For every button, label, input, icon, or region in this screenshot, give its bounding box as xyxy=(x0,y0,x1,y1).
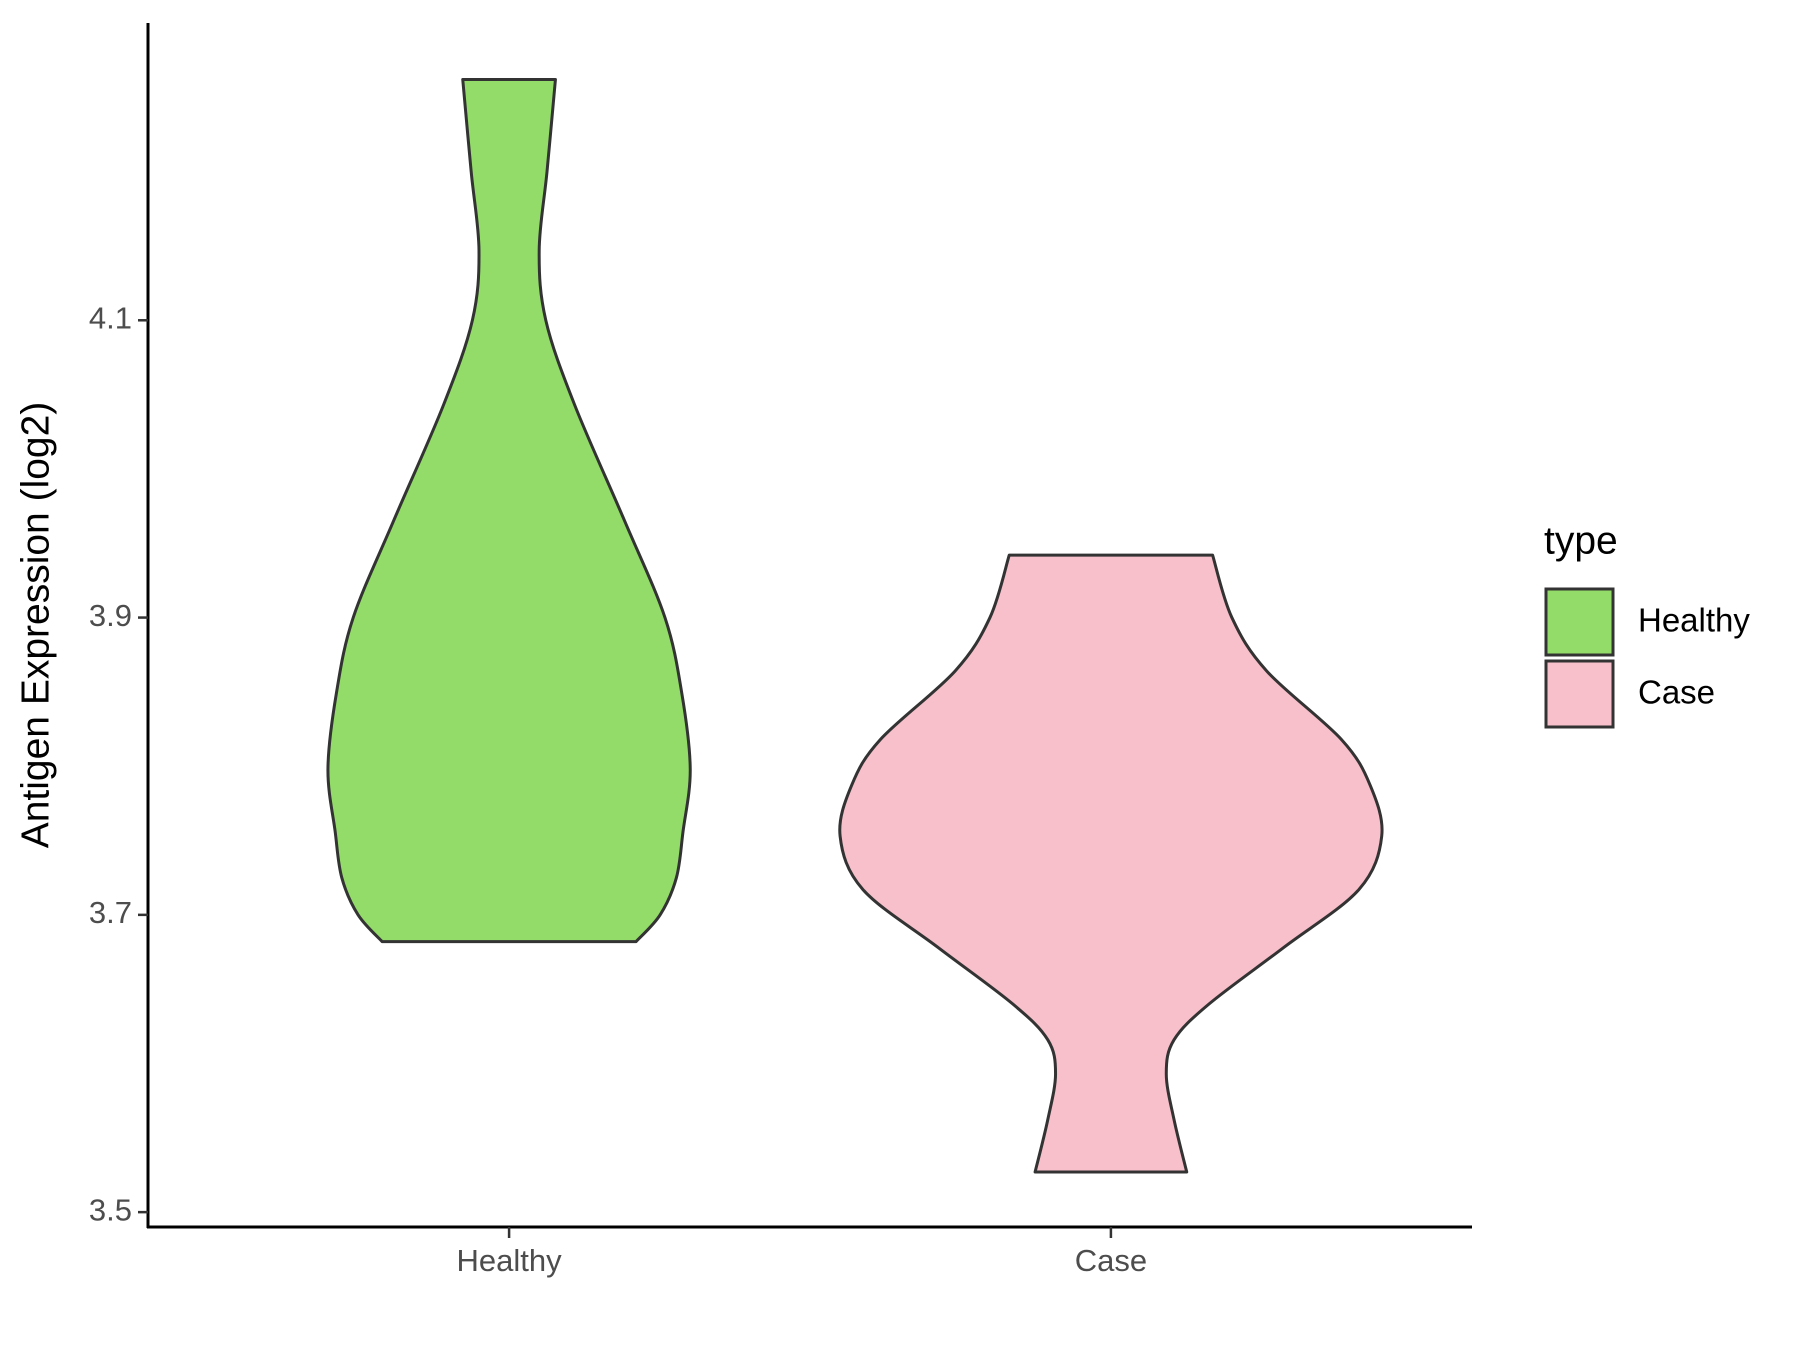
violin xyxy=(326,77,692,944)
x-tick-label: Healthy xyxy=(457,1243,563,1278)
legend-label: Case xyxy=(1638,674,1715,711)
violin xyxy=(838,553,1384,1174)
legend-label: Healthy xyxy=(1638,602,1750,639)
y-tick-label: 3.5 xyxy=(89,1192,132,1227)
legend-key xyxy=(1544,659,1615,729)
y-axis-label: Antigen Expression (log2) xyxy=(14,402,57,849)
legend-key xyxy=(1544,587,1615,657)
y-tick-label: 3.7 xyxy=(89,895,132,930)
y-tick-label: 4.1 xyxy=(89,300,132,335)
x-tick-label: Case xyxy=(1075,1243,1147,1278)
y-tick-label: 3.9 xyxy=(89,598,132,633)
legend-title: type xyxy=(1544,519,1618,562)
